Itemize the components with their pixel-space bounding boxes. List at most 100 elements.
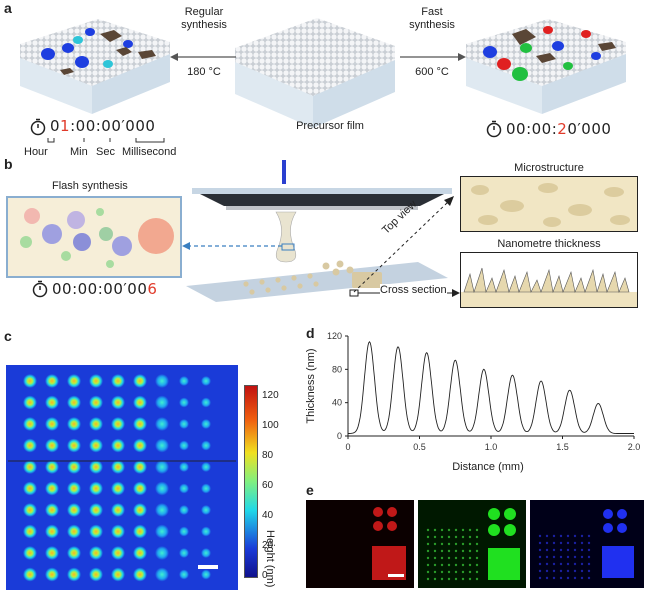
fluorescence-dot (538, 562, 542, 566)
height-spot (201, 526, 211, 537)
microstructure-label: Microstructure (514, 162, 584, 174)
height-spot (155, 503, 169, 517)
fluorescence-dot (440, 577, 444, 581)
height-spot (45, 417, 59, 431)
height-spot (133, 503, 147, 517)
colorbar-tick: 40 (262, 510, 274, 521)
height-spot (111, 546, 125, 560)
height-spot (89, 481, 103, 496)
height-spot (23, 417, 37, 431)
height-spot (23, 460, 37, 474)
height-spot (45, 481, 59, 496)
panel-label-b: b (4, 156, 13, 172)
height-spot (45, 438, 59, 453)
fluorescence-dot (538, 569, 542, 573)
fluorescence-dot (468, 556, 472, 560)
x-tick-label: 0 (345, 442, 350, 452)
height-spot (155, 395, 169, 410)
fluorescence-dot (461, 570, 465, 574)
fluorescence-dot (426, 563, 430, 567)
height-spot (155, 374, 169, 388)
fluorescence-dot (447, 535, 451, 539)
fluorescence-dot (538, 576, 542, 580)
microstructure-image (460, 176, 638, 232)
height-spot (89, 374, 103, 388)
fluorescence-dot (468, 549, 472, 553)
height-spot (155, 524, 169, 539)
height-spot (111, 438, 125, 453)
height-spot (133, 546, 147, 560)
height-spot (67, 374, 81, 388)
fluorescence-dot (545, 534, 549, 538)
height-spot (201, 483, 211, 494)
height-spot (67, 438, 81, 453)
height-spot (133, 438, 147, 453)
fluorescence-dot (580, 534, 584, 538)
fluorescence-dot (461, 577, 465, 581)
fluorescence-dot (566, 541, 570, 545)
height-spot (201, 397, 211, 408)
fluorescence-dot (447, 563, 451, 567)
height-spot (23, 438, 37, 453)
nanometre-thickness-image (460, 252, 638, 308)
height-spot (133, 524, 147, 539)
chart-ylabel: Thickness (nm) (305, 348, 317, 423)
regular-synthesis-label: Regular synthesis (181, 6, 227, 31)
cross-section-label: Cross section (380, 284, 447, 296)
fluorescence-dot (447, 556, 451, 560)
height-spot (155, 460, 169, 474)
height-spot (67, 503, 81, 517)
nanometre-thickness-label: Nanometre thickness (497, 238, 601, 250)
fluorescence-green-image (418, 500, 526, 588)
fluorescence-dot (475, 542, 479, 546)
fluorescence-dot (545, 541, 549, 545)
fluorescence-dot (433, 528, 437, 532)
height-spot (155, 438, 169, 453)
fluorescence-dot (433, 549, 437, 553)
height-spot (45, 524, 59, 539)
fluorescence-dot (566, 534, 570, 538)
panel-label-e: e (306, 482, 314, 498)
height-spot (133, 417, 147, 431)
stopwatch-icon (486, 120, 502, 138)
fluorescence-dot (461, 556, 465, 560)
chart-xlabel: Distance (mm) (452, 461, 524, 473)
height-spot (201, 548, 211, 558)
height-spot (201, 440, 211, 451)
fluorescence-red-image (306, 500, 414, 588)
height-spot (201, 569, 211, 580)
height-spot (179, 548, 189, 558)
y-tick-label: 120 (327, 331, 342, 341)
fluorescence-dot (454, 563, 458, 567)
fluorescence-blue-image (530, 500, 644, 588)
height-spot (89, 395, 103, 410)
fluorescence-dot (468, 528, 472, 532)
fluorescence-dot (475, 563, 479, 567)
top-view-arrow (353, 196, 454, 293)
height-spot (201, 376, 211, 386)
colorbar-tick: 0 (262, 570, 268, 581)
fluorescence-dot (440, 563, 444, 567)
height-spot (179, 397, 189, 408)
fluorescence-dot (587, 555, 591, 559)
height-spot (23, 546, 37, 560)
timer-unit-brackets (47, 138, 165, 143)
regular-timer: 01:00:00′000 (50, 117, 156, 135)
fluorescence-dot (461, 528, 465, 532)
fluorescence-dot (552, 541, 556, 545)
fluorescence-dot (433, 577, 437, 581)
height-spot (111, 395, 125, 410)
height-spot (67, 460, 81, 474)
fluorescence-dot (454, 577, 458, 581)
height-spot (201, 505, 211, 515)
height-colorbar (244, 385, 258, 578)
fluorescence-dot (475, 556, 479, 560)
height-spot (155, 481, 169, 496)
fast-timer: 00:00:20′000 (506, 120, 612, 138)
panel-label-d: d (306, 325, 315, 341)
fluorescence-dot (587, 534, 591, 538)
fluorescence-dot (559, 562, 563, 566)
y-tick-label: 0 (337, 431, 342, 441)
height-spot (45, 546, 59, 560)
x-tick-label: 1.0 (485, 442, 498, 452)
